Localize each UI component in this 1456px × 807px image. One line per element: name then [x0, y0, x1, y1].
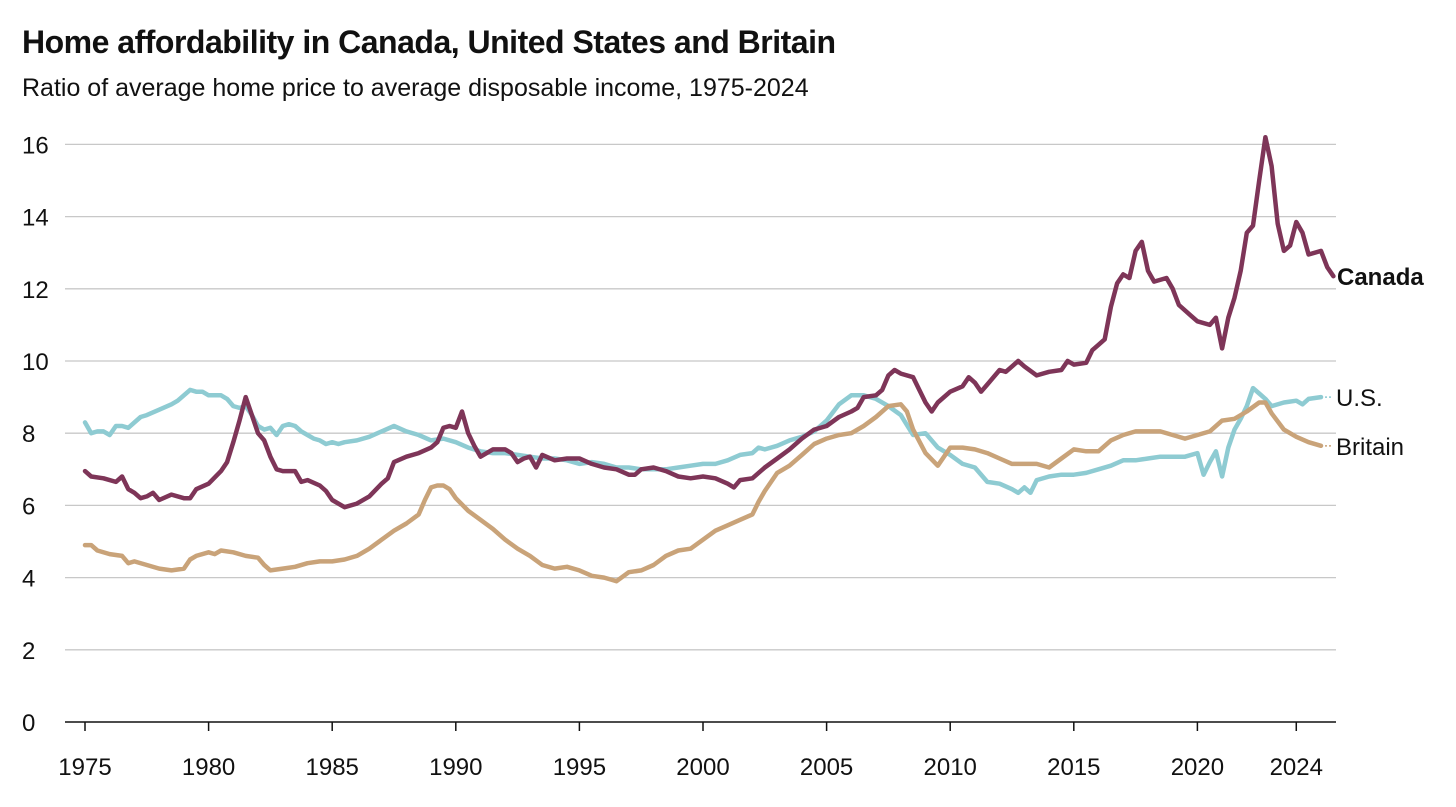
- x-tick-label: 2005: [800, 754, 853, 781]
- y-tick-label: 16: [22, 132, 49, 159]
- x-tick-label: 2015: [1047, 754, 1100, 781]
- x-axis: 1975 1980 1985 1990 1995 2000 2005 2010 2015 2020…: [58, 721, 1336, 781]
- gridlines: [65, 143, 1336, 651]
- x-tick-label: 1975: [58, 754, 111, 781]
- x-tick-label: 1980: [182, 754, 235, 781]
- end-label-britain: Britain: [1336, 434, 1404, 461]
- x-tick-label: 2000: [676, 754, 729, 781]
- y-tick-label: 4: [22, 566, 35, 593]
- x-tick-label: 2010: [924, 754, 977, 781]
- end-label-u-s: U.S.: [1336, 385, 1383, 412]
- chart-subtitle: Ratio of average home price to average d…: [22, 74, 809, 102]
- y-tick-label: 14: [22, 205, 49, 232]
- y-tick-label: 2: [22, 638, 35, 665]
- chart-title: Home affordability in Canada, United Sta…: [22, 24, 836, 60]
- x-tick-label: 1995: [553, 754, 606, 781]
- x-tick-label: 2024: [1270, 754, 1323, 781]
- y-tick-label: 6: [22, 493, 35, 520]
- series-end-labels: Canada U.S. Britain: [1325, 264, 1424, 461]
- series-line-britain: [82, 400, 1324, 584]
- y-axis: 0 2 4 6 8 10 12 14 16: [22, 132, 49, 737]
- series-line-canada: [82, 134, 1336, 510]
- y-tick-label: 8: [22, 421, 35, 448]
- x-tick-label: 1990: [429, 754, 482, 781]
- x-tick-label: 2020: [1171, 754, 1224, 781]
- y-tick-label: 12: [22, 277, 49, 304]
- end-label-canada: Canada: [1337, 264, 1424, 291]
- y-tick-label: 0: [22, 710, 35, 737]
- x-tick-label: 1985: [306, 754, 359, 781]
- series-lines: [82, 134, 1336, 584]
- y-tick-label: 10: [22, 349, 49, 376]
